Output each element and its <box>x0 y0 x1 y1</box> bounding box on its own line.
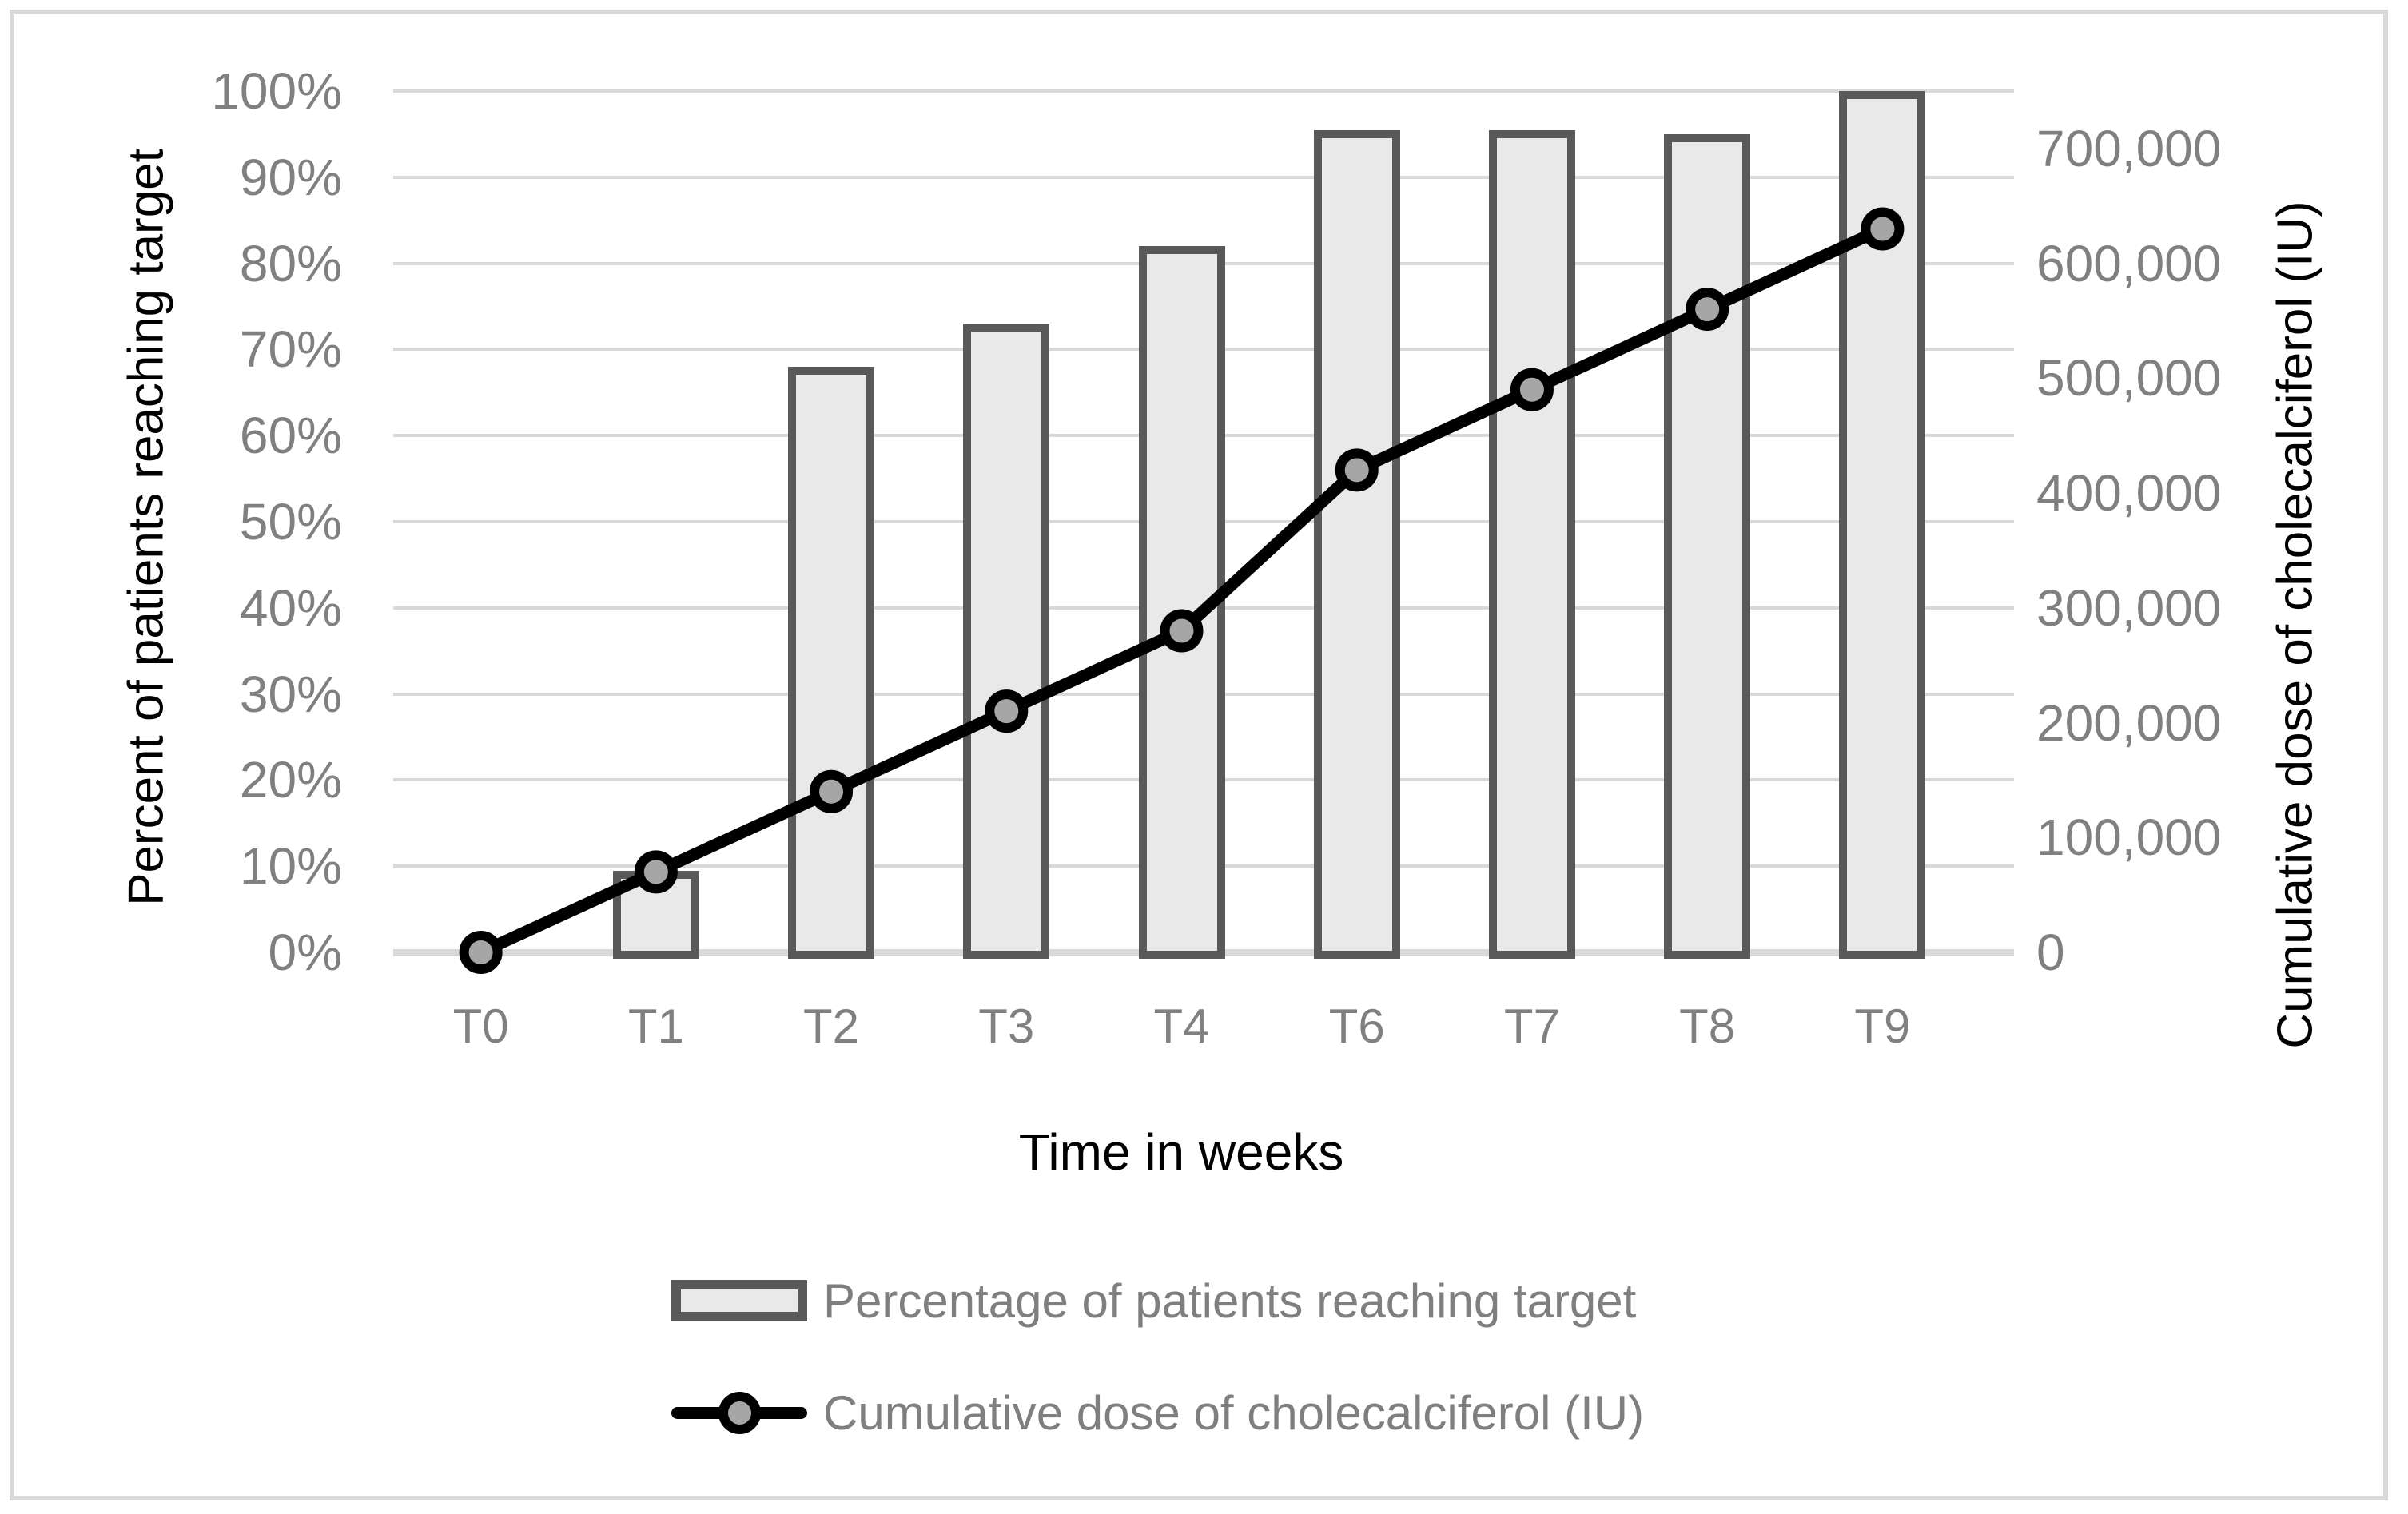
bar-T4 <box>1138 246 1225 959</box>
x-axis-tick-label: T8 <box>1679 999 1736 1053</box>
bar-T2 <box>788 366 875 959</box>
right-axis-tick-label: 200,000 <box>2036 693 2222 752</box>
bar-swatch-icon <box>671 1280 807 1321</box>
chart-frame-border <box>10 10 2388 1500</box>
legend-item-line: Cumulative dose of cholecalciferol (IU) <box>671 1385 1645 1440</box>
right-axis-title: Cumulative dose of cholecalciferol (IU) <box>2267 201 2323 1049</box>
right-axis-tick-label: 0 <box>2036 924 2065 981</box>
left-axis-title: Percent of patients reaching target <box>118 149 174 906</box>
right-axis-tick-label: 700,000 <box>2036 119 2222 177</box>
gridline <box>393 89 2014 93</box>
x-axis-tick-label: T1 <box>627 999 684 1053</box>
right-axis-tick-label: 600,000 <box>2036 234 2222 292</box>
right-axis-tick-label: 300,000 <box>2036 578 2222 637</box>
y-axis-tick-label: 10% <box>239 837 342 896</box>
right-axis-tick-label: 500,000 <box>2036 349 2222 407</box>
y-axis-tick-label: 90% <box>239 148 342 206</box>
legend-label-bars: Percentage of patients reaching target <box>823 1274 1637 1328</box>
x-axis-tick-label: T6 <box>1328 999 1385 1053</box>
y-axis-tick-label: 40% <box>239 578 342 637</box>
y-axis-tick-label: 30% <box>239 665 342 723</box>
y-axis-tick-label: 100% <box>211 62 342 120</box>
legend-label-line: Cumulative dose of cholecalciferol (IU) <box>823 1385 1645 1440</box>
y-axis-tick-label: 80% <box>239 234 342 292</box>
x-axis-tick-label: T2 <box>803 999 860 1053</box>
x-axis-tick-label: T3 <box>978 999 1035 1053</box>
x-axis-tick-label: T4 <box>1153 999 1210 1053</box>
marker-swatch <box>718 1392 761 1434</box>
bar-T9 <box>1839 91 1926 959</box>
y-axis-tick-label: 60% <box>239 407 342 465</box>
x-axis-title: Time in weeks <box>1018 1123 1344 1181</box>
gridline <box>393 175 2014 179</box>
y-axis-tick-label: 70% <box>239 320 342 379</box>
x-axis-tick-label: T7 <box>1503 999 1560 1053</box>
y-axis-tick-label: 20% <box>239 751 342 809</box>
right-axis-tick-label: 100,000 <box>2036 809 2222 867</box>
bar-T1 <box>612 870 699 959</box>
legend-item-bars: Percentage of patients reaching target <box>671 1274 1644 1328</box>
x-axis-tick-label: T0 <box>452 999 509 1053</box>
bar-T8 <box>1664 133 1751 959</box>
bar-T3 <box>963 324 1050 959</box>
y-axis-tick-label: 0% <box>268 924 343 981</box>
legend: Percentage of patients reaching target C… <box>671 1274 1645 1440</box>
x-axis-tick-label: T9 <box>1854 999 1911 1053</box>
bar-T6 <box>1313 129 1400 959</box>
bar-T7 <box>1488 129 1575 959</box>
line-marker-icon <box>671 1387 807 1438</box>
right-axis-tick-label: 400,000 <box>2036 464 2222 523</box>
y-axis-tick-label: 50% <box>239 493 342 550</box>
